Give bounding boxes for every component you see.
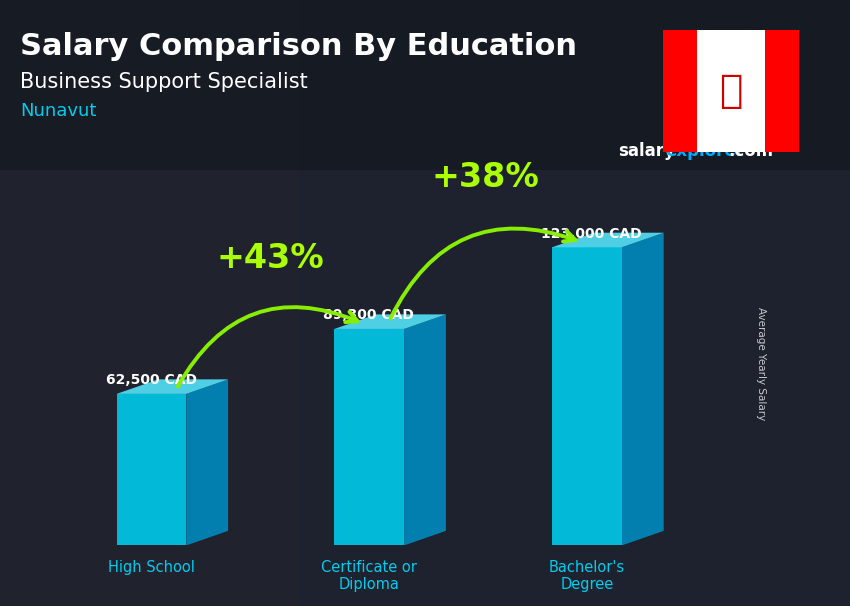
Text: 89,300 CAD: 89,300 CAD xyxy=(324,308,414,322)
Text: 🍁: 🍁 xyxy=(719,72,743,110)
Text: explorer: explorer xyxy=(665,142,744,160)
Polygon shape xyxy=(552,233,664,247)
Polygon shape xyxy=(116,379,228,394)
Polygon shape xyxy=(622,233,664,545)
Polygon shape xyxy=(552,247,622,545)
Text: Certificate or
Diploma: Certificate or Diploma xyxy=(321,560,417,592)
Text: Average Yearly Salary: Average Yearly Salary xyxy=(756,307,766,420)
Polygon shape xyxy=(186,379,228,545)
Bar xyxy=(765,30,799,152)
Text: 62,500 CAD: 62,500 CAD xyxy=(105,373,196,387)
Bar xyxy=(663,30,697,152)
FancyArrowPatch shape xyxy=(178,307,358,387)
Text: High School: High School xyxy=(108,560,195,575)
Polygon shape xyxy=(404,315,446,545)
Text: Business Support Specialist: Business Support Specialist xyxy=(20,72,308,92)
Polygon shape xyxy=(334,329,404,545)
Text: +38%: +38% xyxy=(432,161,540,194)
Polygon shape xyxy=(116,394,186,545)
Text: salary: salary xyxy=(618,142,675,160)
Text: 123,000 CAD: 123,000 CAD xyxy=(541,227,642,241)
Text: Bachelor's
Degree: Bachelor's Degree xyxy=(549,560,625,592)
Bar xyxy=(0,0,298,606)
Text: Nunavut: Nunavut xyxy=(20,102,96,120)
Bar xyxy=(298,0,850,606)
FancyArrowPatch shape xyxy=(390,228,575,318)
Text: Salary Comparison By Education: Salary Comparison By Education xyxy=(20,32,577,61)
Text: .com: .com xyxy=(728,142,774,160)
Polygon shape xyxy=(334,315,446,329)
Text: +43%: +43% xyxy=(217,242,324,276)
